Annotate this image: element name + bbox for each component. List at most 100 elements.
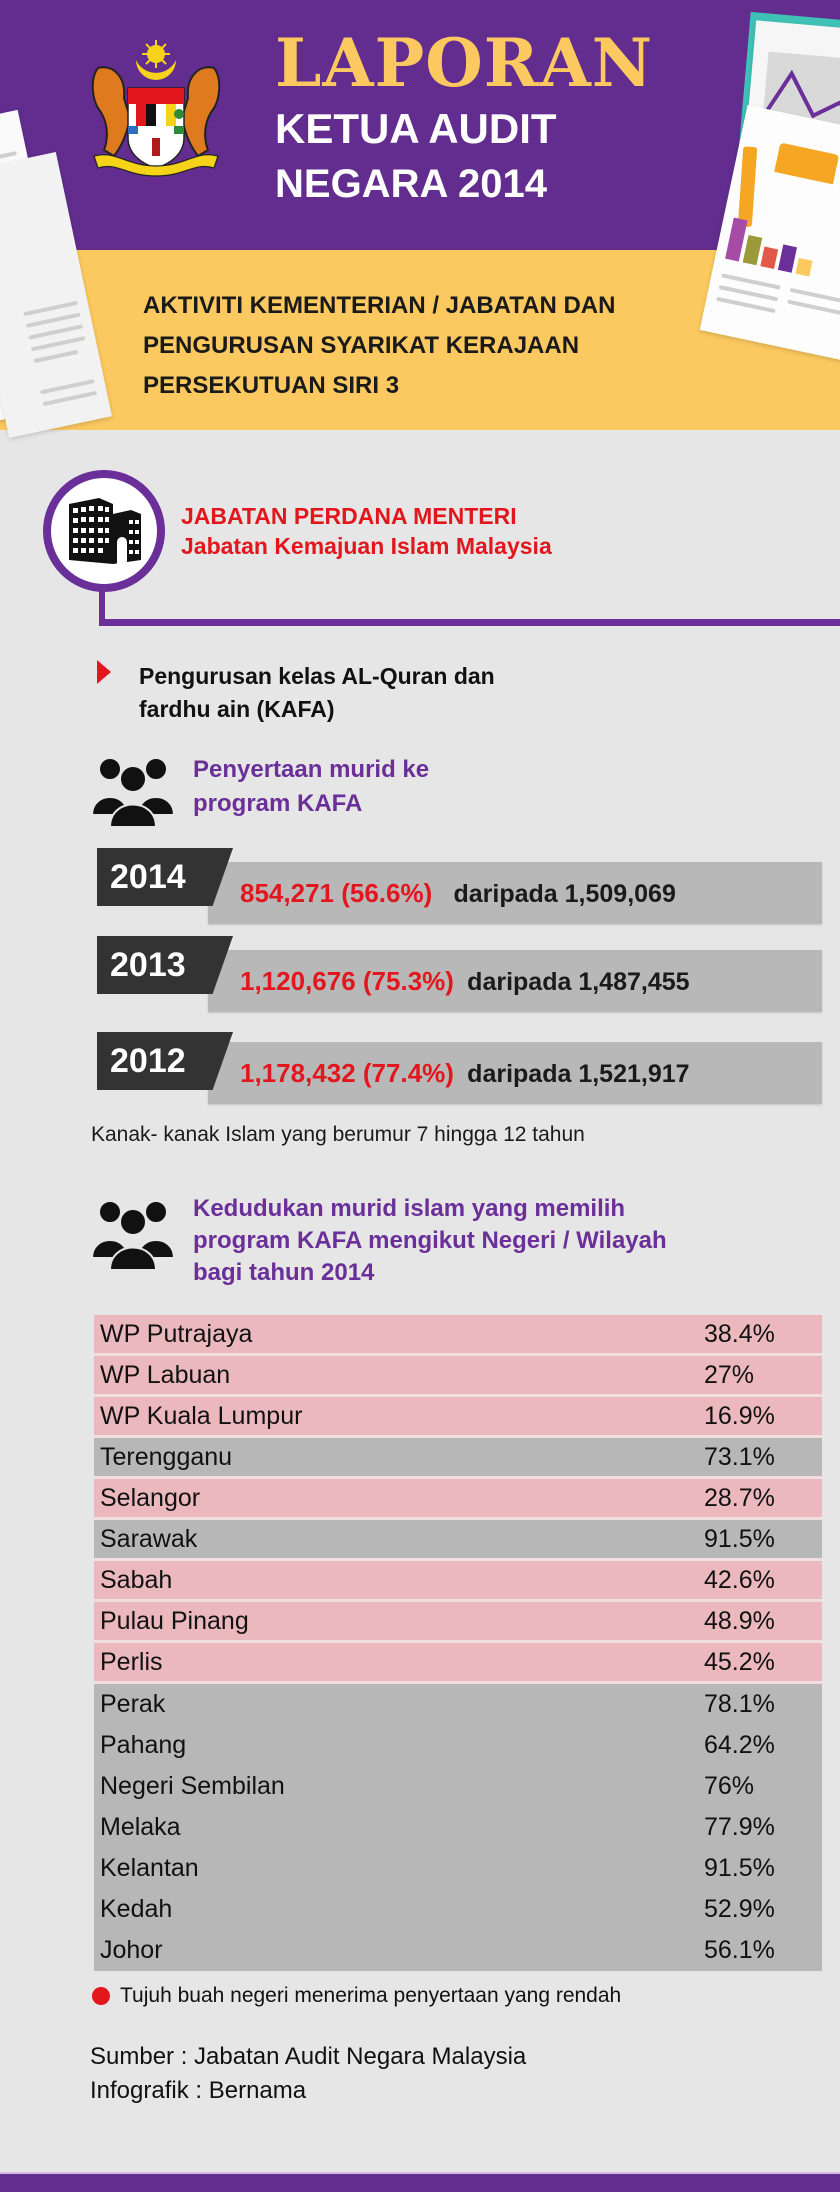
table-row: Sarawak 91.5% [94,1520,822,1561]
table-row: Pahang 64.2% [94,1725,822,1766]
state-name: Selangor [100,1483,201,1512]
section-title-line: bagi tahun 2014 [193,1259,375,1286]
age-note: Kanak- kanak Islam yang berumur 7 hingga… [91,1123,585,1146]
state-percentage: 56.1% [704,1936,775,1964]
red-dot-icon [92,1987,110,2005]
year-label: 2014 [110,858,186,896]
participation-total: daripada 1,509,069 [453,880,676,908]
table-row: Melaka 77.9% [94,1807,822,1848]
bullet-arrow-icon [97,660,111,684]
year-tag [97,1032,233,1090]
year-tag [97,936,233,994]
table-legend: Tujuh buah negeri menerima penyertaan ya… [92,1984,621,2008]
participation-count: 1,120,676 (75.3%) [240,966,454,996]
state-percentage: 16.9% [704,1401,775,1430]
state-percentage: 38.4% [704,1319,775,1348]
section-title-line: program KAFA mengikut Negeri / Wilayah [193,1227,667,1254]
state-percentage: 64.2% [704,1731,775,1759]
participation-value: 854,271 (56.6%) daripada 1,509,069 [240,862,676,925]
state-name: WP Putrajaya [100,1319,253,1348]
table-row: Pulau Pinang 48.9% [94,1602,822,1643]
state-name: Pahang [100,1731,187,1759]
department-badge [43,470,165,592]
participation-total: daripada 1,521,917 [467,1060,690,1088]
value-bar [208,950,822,1012]
state-name: Sarawak [100,1524,198,1553]
state-name: Terengganu [100,1442,233,1471]
subtitle-line: PERSEKUTUAN SIRI 3 [143,372,400,399]
table-row: Sabah 42.6% [94,1561,822,1602]
table-row: Kelantan 91.5% [94,1848,822,1889]
decorative-document-icon [736,20,840,260]
subtitle-line: AKTIVITI KEMENTERIAN / JABATAN DAN [143,292,616,319]
subtitle-line: PENGURUSAN SYARIKAT KERAJAAN [143,332,580,359]
ministry-name: JABATAN PERDANA MENTERI [181,503,517,529]
subtitle-banner [0,250,840,430]
state-name: Pulau Pinang [100,1606,249,1635]
participation-value: 1,120,676 (75.3%) daripada 1,487,455 [240,950,690,1013]
table-row: WP Labuan 27% [94,1356,822,1397]
section-title-line: Penyertaan murid ke [193,756,430,783]
state-name: Kelantan [100,1854,199,1882]
table-row: Perak 78.1% [94,1684,822,1725]
table-row: Selangor 28.7% [94,1479,822,1520]
report-title-line3: NEGARA 2014 [275,162,547,206]
state-percentage: 91.5% [704,1854,775,1882]
state-percentage: 77.9% [704,1813,775,1841]
table-row: WP Kuala Lumpur 16.9% [94,1397,822,1438]
state-percentage: 28.7% [704,1483,775,1512]
state-name: Perlis [100,1647,163,1676]
state-table: WP Putrajaya 38.4% WP Labuan 27% WP Kuala … [94,1315,822,1971]
topic-heading-line: fardhu ain (KAFA) [139,696,335,722]
state-name: Perak [100,1690,166,1718]
participation-count: 854,271 (56.6%) [240,878,433,908]
state-name: Johor [100,1936,163,1964]
state-percentage: 42.6% [704,1565,775,1594]
table-row: Johor 56.1% [94,1930,822,1971]
state-percentage: 73.1% [704,1442,775,1471]
people-group-icon [90,757,176,827]
table-row: Negeri Sembilan 76% [94,1766,822,1807]
state-name: Negeri Sembilan [100,1772,285,1800]
section-title-line: Kedudukan murid islam yang memilih [193,1195,626,1222]
state-percentage: 52.9% [704,1895,775,1923]
people-group-icon [90,1200,176,1270]
agency-name: Jabatan Kemajuan Islam Malaysia [181,533,552,559]
year-label: 2013 [110,946,186,984]
source-text: Sumber : Jabatan Audit Negara Malaysia [90,2043,527,2070]
topic-heading: Pengurusan kelas AL-Quran dan fardhu ain… [139,660,619,726]
state-percentage: 91.5% [704,1524,775,1553]
report-title-line2: KETUA AUDIT [275,105,557,152]
state-percentage: 78.1% [704,1690,775,1718]
coat-of-arms-icon [86,38,226,178]
state-name: Sabah [100,1565,173,1594]
state-percentage: 45.2% [704,1647,775,1676]
year-tag [97,848,233,906]
state-name: WP Labuan [100,1360,231,1389]
section-title-line: program KAFA [193,790,363,817]
state-percentage: 48.9% [704,1606,775,1635]
source-credits: Sumber : Jabatan Audit Negara Malaysia I… [90,2040,526,2108]
footer-bar [0,2172,840,2192]
participation-count: 1,178,432 (77.4%) [240,1058,454,1088]
state-percentage: 27% [704,1360,755,1389]
participation-value: 1,178,432 (77.4%) daripada 1,521,917 [240,1042,690,1105]
credit-text: Infografik : Bernama [90,2077,307,2104]
state-percentage: 76% [704,1772,755,1800]
report-subtitle: AKTIVITI KEMENTERIAN / JABATAN DAN PENGU… [143,286,703,406]
state-name: WP Kuala Lumpur [100,1401,303,1430]
section-title-states: Kedudukan murid islam yang memilih progr… [193,1193,793,1289]
value-bar [208,862,822,924]
legend-text: Tujuh buah negeri menerima penyertaan ya… [120,1984,622,2007]
table-row: Terengganu 73.1% [94,1438,822,1479]
building-icon [69,498,141,564]
table-row: Kedah 52.9% [94,1889,822,1930]
report-title: LAPORAN [275,24,654,102]
connector-line [99,585,105,625]
table-row: WP Putrajaya 38.4% [94,1315,822,1356]
state-name: Melaka [100,1813,181,1841]
table-row: Perlis 45.2% [94,1643,822,1684]
state-name: Kedah [100,1895,173,1923]
divider-line [99,619,840,626]
participation-total: daripada 1,487,455 [467,968,690,996]
